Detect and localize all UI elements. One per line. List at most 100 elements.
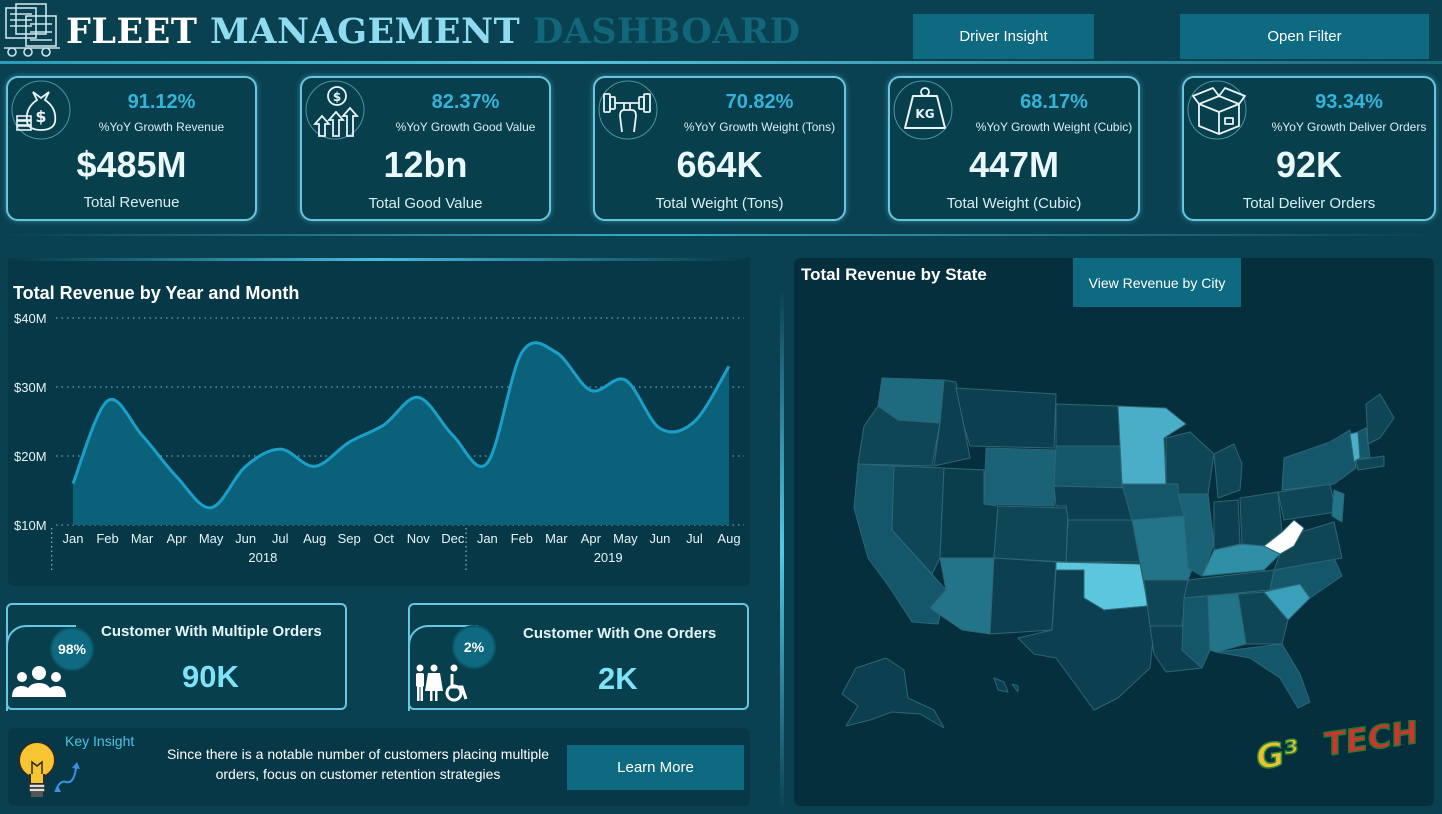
year-label: 2018	[248, 550, 277, 565]
card-value: 90K	[182, 659, 239, 694]
state-alabama[interactable]	[1207, 593, 1247, 653]
card-title: Customer With Multiple Orders	[101, 623, 322, 640]
data-point-9[interactable]	[380, 421, 388, 429]
y-tick-label: $30M	[14, 380, 47, 395]
view-revenue-by-city-button[interactable]: View Revenue by City	[1073, 258, 1241, 307]
kpi-card-deliver-orders: 93.34% %YoY Growth Deliver Orders 92K To…	[1182, 76, 1436, 221]
x-tick-label: Aug	[717, 531, 740, 546]
revenue-area-chart[interactable]: $10M $20M $30M $40M Jan Feb Mar Apr May Jun Jul Aug…	[8, 258, 750, 586]
x-tick-label: Jun	[649, 531, 670, 546]
kpi-sub: %YoY Growth Weight (Tons)	[683, 120, 836, 134]
data-point-16[interactable]	[621, 376, 629, 384]
key-insight-panel: Key Insight Since there is a notable num…	[8, 728, 750, 806]
data-point-17[interactable]	[656, 424, 664, 432]
state-west-virginia[interactable]	[1263, 519, 1305, 555]
kpi-pct: 82.37%	[431, 91, 500, 113]
data-point-13[interactable]	[518, 349, 526, 357]
kpi-label: Total Deliver Orders	[1242, 195, 1376, 212]
header: FLEET MANAGEMENT DASHBOARD Driver Insigh…	[0, 0, 1442, 64]
x-tick-label: Jan	[477, 531, 498, 546]
x-tick-label: Jul	[686, 531, 703, 546]
state-idaho[interactable]	[933, 379, 971, 467]
kg-weight-icon: KG	[893, 80, 953, 140]
state-alaska[interactable]	[841, 657, 945, 729]
state-kansas[interactable]	[1065, 519, 1141, 563]
state-georgia[interactable]	[1237, 591, 1289, 645]
state-colorado[interactable]	[993, 505, 1069, 563]
card-bracket	[408, 625, 478, 711]
revenue-area	[73, 342, 729, 525]
data-point-14[interactable]	[552, 349, 560, 357]
section-divider	[0, 234, 1442, 236]
kpi-value: 664K	[676, 144, 763, 185]
kpi-pct: 91.12%	[127, 91, 196, 113]
state-new-jersey[interactable]	[1331, 489, 1345, 523]
data-point-10[interactable]	[414, 393, 422, 401]
data-point-7[interactable]	[311, 462, 319, 470]
open-filter-button[interactable]: Open Filter	[1180, 14, 1429, 59]
data-point-0[interactable]	[69, 480, 77, 488]
x-tick-label: Aug	[303, 531, 326, 546]
state-hawaii[interactable]	[993, 677, 1019, 693]
state-nevada[interactable]	[891, 465, 945, 575]
x-tick-label: May	[613, 531, 638, 546]
kpi-pct: 70.82%	[725, 91, 794, 113]
data-point-18[interactable]	[690, 418, 698, 426]
state-texas[interactable]	[1017, 569, 1155, 711]
kpi-label: Total Good Value	[368, 195, 483, 212]
state-maine[interactable]	[1365, 393, 1395, 445]
driver-insight-button[interactable]: Driver Insight	[913, 14, 1094, 59]
state-mississippi[interactable]	[1181, 595, 1211, 669]
data-point-4[interactable]	[207, 504, 215, 512]
x-tick-label: Mar	[131, 531, 154, 546]
dumbbell-icon	[598, 80, 658, 140]
x-tick-label: Jul	[272, 531, 289, 546]
kpi-card-good-value: $ 82.37% %YoY Growth Good Value 12bn Tot…	[300, 76, 551, 221]
state-indiana[interactable]	[1213, 499, 1241, 551]
data-point-6[interactable]	[276, 445, 284, 453]
customer-multiple-orders-card: 98% Customer With Multiple Orders 90K	[6, 603, 347, 711]
state-oregon[interactable]	[857, 405, 941, 467]
data-point-15[interactable]	[587, 386, 595, 394]
state-wyoming[interactable]	[983, 447, 1057, 507]
kpi-pct: 68.17%	[1020, 91, 1088, 113]
data-point-19[interactable]	[725, 362, 733, 370]
state-south-dakota[interactable]	[1053, 445, 1123, 489]
data-point-11[interactable]	[449, 431, 457, 439]
x-tick-label: Dec	[441, 531, 465, 546]
state-florida[interactable]	[1215, 643, 1311, 709]
data-point-12[interactable]	[483, 459, 491, 467]
state-new-mexico[interactable]	[989, 557, 1057, 635]
kpi-label: Total Revenue	[83, 194, 180, 211]
growth-coin-icon: $	[305, 80, 365, 140]
pct-badge: 2%	[454, 627, 494, 667]
kpi-sub: %YoY Growth Good Value	[395, 120, 536, 134]
svg-text:$: $	[35, 107, 46, 126]
state-montana[interactable]	[955, 387, 1057, 449]
kpi-sub: %YoY Growth Weight (Cubic)	[975, 120, 1133, 134]
state-arkansas[interactable]	[1143, 579, 1189, 627]
map-title: Total Revenue by State	[801, 265, 987, 284]
state-iowa[interactable]	[1121, 483, 1185, 521]
data-point-1[interactable]	[104, 397, 112, 405]
us-state-map[interactable]	[794, 258, 1434, 806]
learn-more-button[interactable]: Learn More	[567, 745, 744, 790]
lightbulb-icon	[18, 741, 56, 797]
data-point-3[interactable]	[173, 473, 181, 481]
revenue-chart-panel: Total Revenue by Year and Month $10M $20M…	[8, 258, 750, 586]
kpi-value: 92K	[1275, 144, 1343, 185]
card-title: Customer With One Orders	[523, 625, 717, 642]
kpi-value: 12bn	[383, 144, 468, 185]
people-wheelchair-icon	[416, 664, 468, 702]
state-massachusetts[interactable]	[1355, 455, 1385, 471]
state-new-york[interactable]	[1281, 429, 1357, 491]
data-point-8[interactable]	[345, 438, 353, 446]
data-point-2[interactable]	[138, 431, 146, 439]
kpi-sub: %YoY Growth Deliver Orders	[1271, 120, 1427, 134]
x-tick-label: Jan	[63, 531, 84, 546]
data-point-5[interactable]	[242, 462, 250, 470]
state-north-dakota[interactable]	[1055, 403, 1121, 447]
state-michigan[interactable]	[1213, 443, 1243, 499]
kpi-label: Total Weight (Cubic)	[946, 195, 1082, 212]
svg-text:TECH: TECH	[1324, 720, 1418, 764]
